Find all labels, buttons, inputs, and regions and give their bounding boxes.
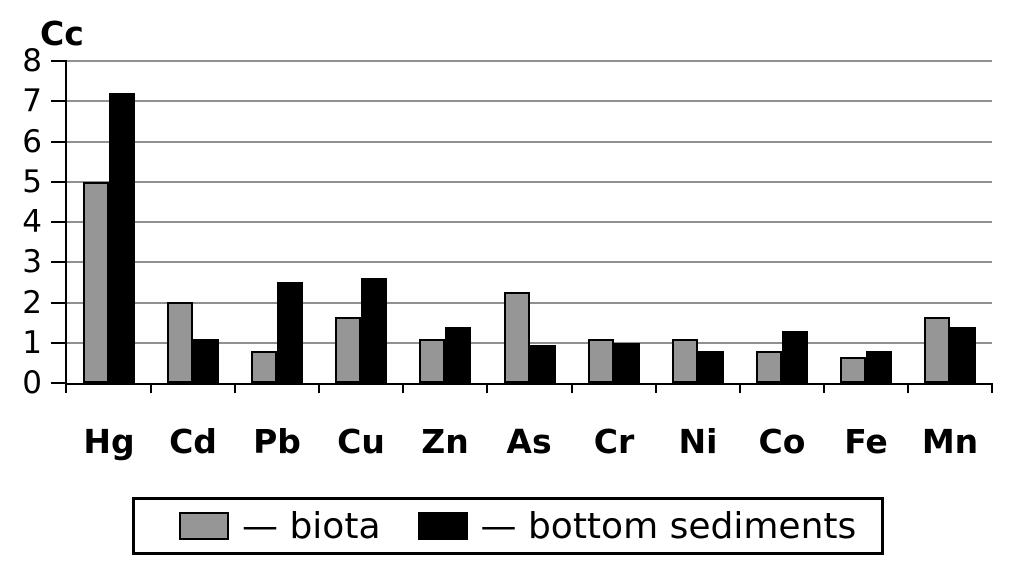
bar-biota-Cd	[167, 302, 193, 383]
bar-bottom-sediments-Cd	[193, 339, 219, 383]
y-axis-tick	[51, 341, 67, 344]
x-axis-tick	[402, 383, 404, 393]
x-axis-label-Ni: Ni	[678, 422, 718, 461]
gridline	[67, 100, 992, 103]
x-axis-label-Hg: Hg	[83, 422, 135, 461]
y-axis-tick-label: 3	[22, 244, 42, 281]
bar-bottom-sediments-Fe	[866, 351, 892, 383]
y-axis-tick-label: 0	[22, 365, 42, 401]
y-axis-tick-label: 7	[22, 83, 42, 120]
legend-label-bottom-sediments: — bottom sediments	[480, 505, 857, 547]
bar-biota-Pb	[251, 351, 277, 383]
y-axis-tick	[51, 382, 67, 384]
legend: — biota — bottom sediments	[132, 497, 884, 555]
x-axis-label-Pb: Pb	[253, 422, 301, 461]
x-axis-label-Fe: Fe	[844, 422, 888, 461]
bar-biota-Mn	[924, 317, 950, 383]
bar-bottom-sediments-Pb	[277, 282, 303, 383]
y-axis-tick	[51, 261, 67, 264]
x-axis-label-Cd: Cd	[169, 422, 217, 461]
gridline	[67, 221, 992, 223]
x-axis-label-As: As	[506, 422, 552, 461]
bar-biota-Co	[756, 351, 782, 383]
gridline	[67, 261, 992, 264]
x-axis-tick	[655, 383, 657, 393]
bar-biota-Zn	[419, 339, 445, 383]
x-axis-tick	[486, 383, 488, 393]
x-axis-line	[65, 383, 992, 385]
bar-bottom-sediments-Cu	[361, 278, 387, 383]
bar-bottom-sediments-Co	[782, 331, 808, 383]
y-axis-line	[65, 61, 67, 393]
bar-biota-Fe	[840, 357, 866, 383]
bar-bottom-sediments-Hg	[109, 93, 135, 383]
gridline	[67, 140, 992, 143]
x-axis-tick	[571, 383, 573, 393]
x-axis-tick	[150, 383, 152, 393]
x-axis-label-Zn: Zn	[421, 422, 469, 461]
y-axis-tick	[51, 180, 67, 183]
gridline	[67, 60, 992, 62]
y-axis-tick-label: 8	[22, 43, 42, 79]
legend-swatch-bottom-sediments	[417, 512, 468, 540]
bar-biota-Ni	[672, 339, 698, 383]
x-axis-tick	[318, 383, 320, 393]
y-axis-tick	[51, 140, 67, 143]
gridline	[67, 180, 992, 183]
x-axis-label-Cr: Cr	[593, 422, 635, 461]
bar-bottom-sediments-Ni	[698, 351, 724, 383]
legend-swatch-biota	[179, 512, 229, 540]
y-axis-tick-label: 6	[22, 123, 42, 160]
y-axis-tick-label: 5	[22, 163, 42, 200]
x-axis-tick	[991, 383, 993, 393]
y-axis-tick-label: 4	[22, 204, 42, 240]
y-axis-tick	[51, 221, 67, 223]
y-axis-tick	[51, 60, 67, 62]
bar-bottom-sediments-As	[530, 345, 556, 383]
x-axis-tick	[739, 383, 741, 393]
x-axis-label-Cu: Cu	[337, 422, 385, 461]
legend-label-biota: — biota	[242, 505, 381, 547]
y-axis-tick	[51, 100, 67, 103]
y-axis-tick-label: 2	[22, 284, 42, 321]
x-axis-tick	[234, 383, 236, 393]
x-axis-tick	[823, 383, 825, 393]
x-axis-label-Co: Co	[758, 422, 806, 461]
y-axis-tick	[51, 301, 67, 304]
bar-biota-Hg	[83, 182, 109, 383]
bar-bottom-sediments-Zn	[445, 327, 471, 383]
x-axis-label-Mn: Mn	[921, 422, 979, 461]
y-axis-tick-label: 1	[22, 324, 42, 361]
bar-bottom-sediments-Mn	[950, 327, 976, 383]
x-axis-tick	[907, 383, 909, 393]
y-axis-title: Cc	[40, 14, 84, 53]
bar-bottom-sediments-Cr	[614, 343, 640, 383]
bar-biota-Cr	[588, 339, 614, 383]
bar-biota-As	[504, 292, 530, 383]
bar-biota-Cu	[335, 317, 361, 383]
